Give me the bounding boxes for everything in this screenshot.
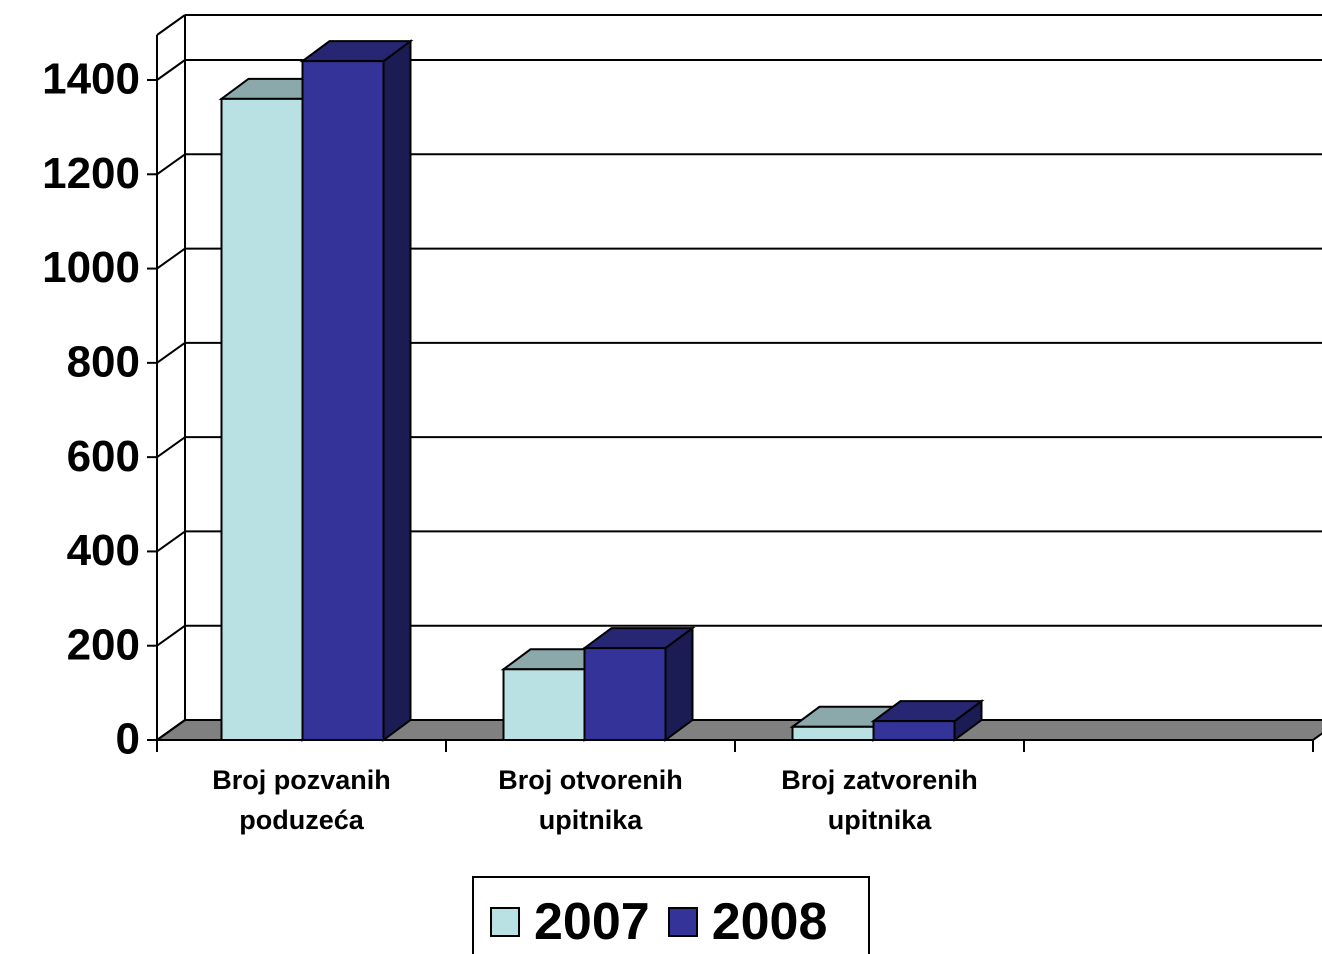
legend-swatch xyxy=(667,907,698,937)
grid-line-side xyxy=(156,342,186,364)
grid-line-side xyxy=(156,719,186,741)
legend-swatch xyxy=(490,907,520,937)
grid-line-side xyxy=(156,624,186,647)
bar-front xyxy=(872,720,956,742)
bar-front xyxy=(301,60,385,741)
bar-front xyxy=(583,647,667,741)
y-tick-label: 800 xyxy=(67,337,140,386)
grid-line-side xyxy=(156,436,186,458)
legend-item: 2007 xyxy=(490,896,650,948)
legend-label: 2007 xyxy=(534,893,650,951)
y-tick-label: 1200 xyxy=(42,149,140,198)
grid-line-side xyxy=(156,247,186,270)
grid-line-side xyxy=(156,59,186,81)
y-tick-label: 1400 xyxy=(42,55,140,104)
x-tick-label: Broj pozvanih poduzeća xyxy=(212,765,391,835)
legend: 2007 2008 xyxy=(472,876,870,954)
legend-label: 2008 xyxy=(711,893,828,951)
bar xyxy=(581,626,696,742)
grid-line-side xyxy=(156,153,186,176)
left-wall-top xyxy=(156,14,186,36)
grid-line-side xyxy=(156,530,186,553)
bar-front xyxy=(502,668,586,741)
y-tick-label: 0 xyxy=(116,715,140,764)
legend-item: 2008 xyxy=(667,893,828,951)
y-tick-label: 200 xyxy=(67,620,140,669)
bar xyxy=(299,39,414,742)
y-tick-label: 1000 xyxy=(42,243,140,292)
y-tick-label: 600 xyxy=(67,432,140,481)
bar-side xyxy=(382,39,412,742)
bar xyxy=(870,699,985,742)
bar-front xyxy=(791,725,875,741)
x-tick-label: Broj zatvorenih upitnika xyxy=(781,765,978,835)
y-tick-label: 400 xyxy=(67,526,140,575)
x-tick-label: Broj otvorenih upitnika xyxy=(498,765,683,835)
bar-front xyxy=(220,97,304,742)
